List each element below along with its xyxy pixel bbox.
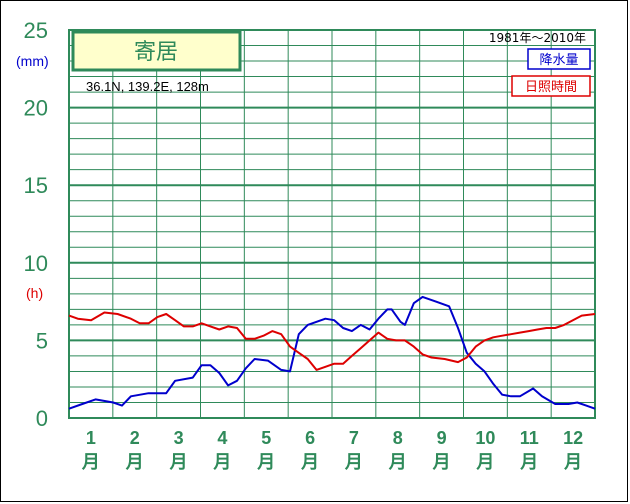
y-tick-label: 5 [36,328,48,353]
x-axis: 1 月 2 月 3 月 4 月 5 月 6 月 7 月 8 月 9 月 10 月 11 月 12 月 [81,428,583,473]
month-unit-label: 月 [212,452,231,473]
station-name: 寄居 [134,40,178,65]
legend-sunshine-label: 日照時間 [525,80,577,95]
month-unit-label: 月 [563,452,582,473]
month-tick-label: 12 [563,428,583,448]
month-unit-label: 月 [300,452,319,473]
month-unit-label: 月 [344,452,363,473]
y-tick-label: 0 [36,406,48,431]
y-tick-label: 10 [24,251,48,276]
legend: 降水量 日照時間 [511,48,591,97]
station-coords: 36.1N, 139.2E, 128m [86,79,209,94]
month-tick-label: 8 [393,428,403,448]
legend-precip-label: 降水量 [539,53,578,68]
month-tick-label: 5 [261,428,271,448]
sunshine-line [68,311,596,371]
month-tick-label: 2 [130,428,140,448]
legend-precip: 降水量 [527,48,591,70]
month-unit-label: 月 [125,452,144,473]
month-tick-label: 1 [86,428,96,448]
station-box: 寄居 [71,30,242,72]
y-tick-label: 25 [24,18,48,43]
y-tick-label: 20 [24,96,48,121]
month-tick-label: 6 [305,428,315,448]
month-tick-label: 7 [349,428,359,448]
month-unit-label: 月 [432,452,451,473]
month-unit-label: 月 [81,452,100,473]
month-unit-label: 月 [169,452,188,473]
period-label: 1981年〜2010年 [489,31,586,45]
month-tick-label: 10 [475,428,495,448]
month-tick-label: 3 [174,428,184,448]
month-tick-label: 4 [217,428,227,448]
series [68,295,596,410]
sun-unit-label: (h) [26,285,43,301]
month-unit-label: 月 [519,452,538,473]
month-unit-label: 月 [256,452,275,473]
month-unit-label: 月 [475,452,494,473]
month-unit-label: 月 [388,452,407,473]
y-axis: 0 5 10 15 20 25 [24,18,48,431]
grid [68,29,596,419]
month-tick-label: 11 [520,428,539,448]
month-tick-label: 9 [437,428,447,448]
precip-line [68,295,596,410]
precip-unit-label: (mm) [16,53,49,69]
legend-sunshine: 日照時間 [511,75,591,97]
y-tick-label: 15 [24,173,48,198]
